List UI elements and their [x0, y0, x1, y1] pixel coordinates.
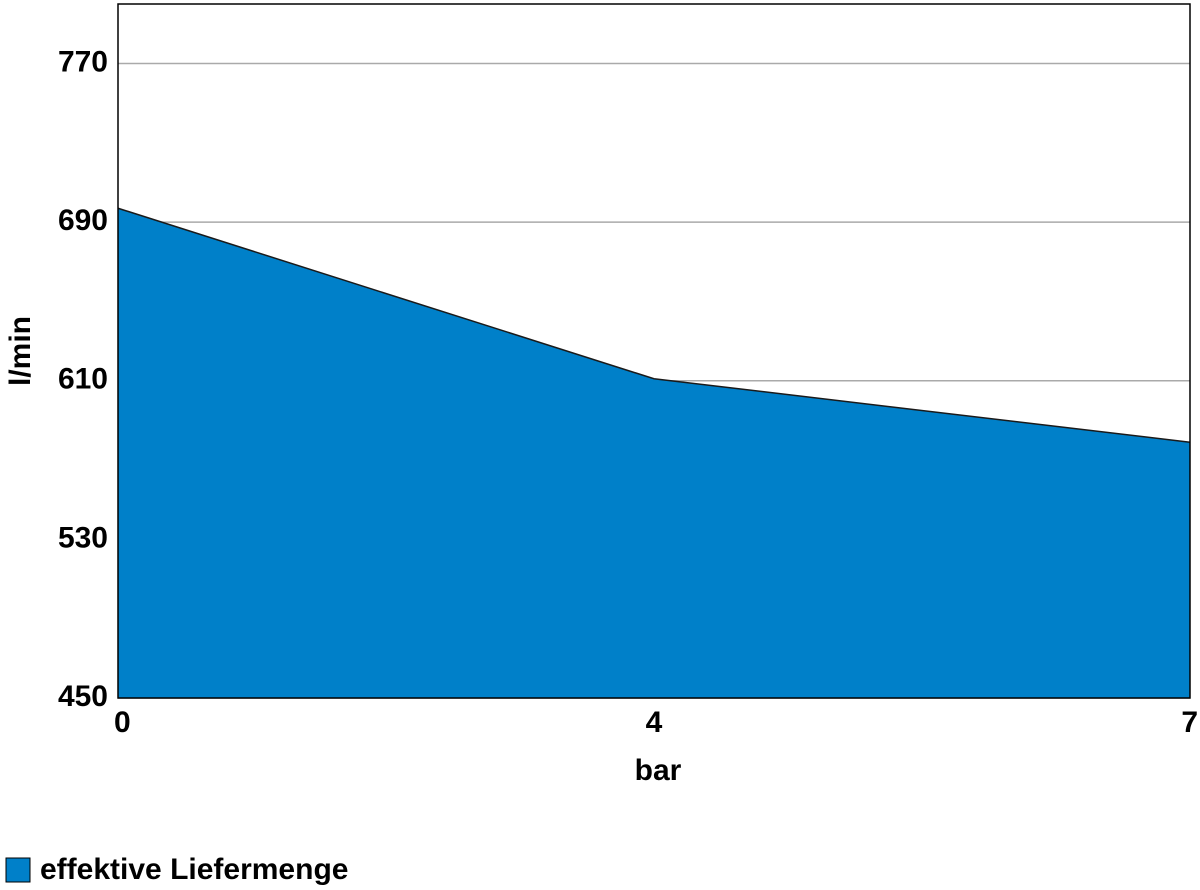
x-axis-label: bar: [635, 754, 682, 787]
plot-border: [117, 3, 1191, 699]
x-tick-label: 7: [1181, 706, 1198, 739]
y-tick-label: 450: [58, 680, 108, 713]
legend-swatch: [5, 857, 31, 883]
y-tick-label: 530: [58, 521, 108, 554]
x-tick-label: 0: [114, 706, 131, 739]
x-tick-label: 4: [646, 706, 663, 739]
area: [118, 208, 1190, 698]
y-tick-label: 690: [58, 204, 108, 237]
y-tick-label: 770: [58, 45, 108, 78]
area-line: [117, 207, 1191, 443]
legend-label: effektive Liefermenge: [40, 853, 348, 886]
y-axis-label: l/min: [4, 316, 37, 386]
y-tick-label: 610: [58, 363, 108, 396]
